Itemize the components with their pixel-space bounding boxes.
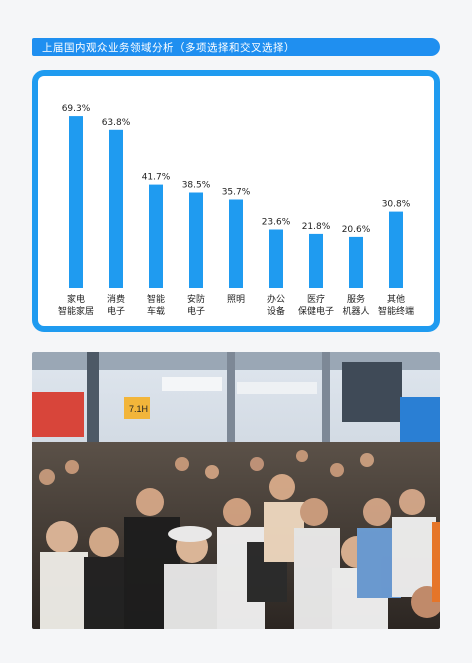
- bar-1: [109, 129, 123, 288]
- category-label-8-1: 智能终端: [378, 305, 414, 317]
- bar-5: [269, 229, 283, 288]
- crowd-photo: 7.1H: [32, 352, 440, 629]
- category-label-2-0: 智能: [147, 293, 165, 305]
- bar-chart-card: 69.3% 家电 智能家居 63.8% 消费 电子 41.7% 智能 车载 38.5% 安防 电子 35…: [32, 70, 440, 332]
- category-label-7-0: 服务: [347, 293, 365, 305]
- bar-6: [309, 233, 323, 288]
- bar-8: [389, 211, 403, 288]
- category-label-5-1: 设备: [267, 305, 285, 317]
- bar-2: [149, 184, 163, 288]
- value-label-6: 21.8%: [302, 222, 331, 232]
- bar-4: [229, 199, 243, 288]
- bar-0: [69, 116, 83, 288]
- bar-3: [189, 192, 203, 288]
- category-label-0-1: 智能家居: [58, 305, 94, 317]
- value-label-8: 30.8%: [382, 200, 411, 210]
- category-label-6-0: 医疗: [307, 293, 325, 305]
- category-label-3-1: 电子: [187, 305, 205, 317]
- category-label-8-0: 其他: [387, 293, 405, 305]
- category-label-6-1: 保健电子: [298, 305, 334, 317]
- value-label-3: 38.5%: [182, 181, 211, 191]
- section-title: 上届国内观众业务领域分析（多项选择和交叉选择）: [42, 41, 295, 54]
- value-label-1: 63.8%: [102, 118, 131, 128]
- value-label-5: 23.6%: [262, 218, 291, 228]
- category-label-7-1: 机器人: [342, 305, 369, 317]
- bar-chart: 69.3%家电智能家居63.8%消费电子41.7%智能车载38.5%安防电子35…: [58, 104, 414, 317]
- category-label-3-0: 安防: [187, 293, 205, 305]
- category-label-1-1: 电子: [107, 305, 125, 317]
- value-label-7: 20.6%: [342, 225, 371, 235]
- hall-sign: 7.1H: [129, 404, 148, 414]
- category-label-1-0: 消费: [107, 293, 125, 305]
- value-label-2: 41.7%: [142, 173, 171, 183]
- category-label-2-1: 车载: [147, 305, 165, 317]
- section-header: 上届国内观众业务领域分析（多项选择和交叉选择）: [32, 38, 440, 56]
- crowd-photo-icon: 7.1H: [32, 352, 440, 629]
- value-label-4: 35.7%: [222, 188, 251, 198]
- category-label-4-0: 照明: [227, 294, 245, 305]
- bar-7: [349, 236, 363, 288]
- category-label-5-0: 办公: [267, 293, 285, 305]
- value-label-0: 69.3%: [62, 104, 91, 114]
- category-label-0-0: 家电: [67, 293, 85, 305]
